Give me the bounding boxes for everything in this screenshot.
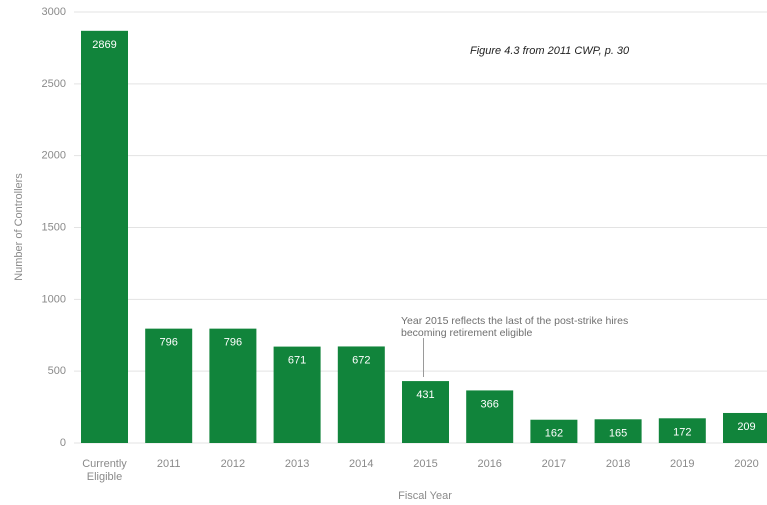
x-tick-label: 2012 [221,458,245,470]
x-tick-label: 2019 [670,458,694,470]
bar-value-label: 671 [288,355,306,367]
x-tick-label: 2020 [734,458,758,470]
bar [530,419,578,443]
x-tick-label: 2018 [606,458,630,470]
bar [466,390,514,443]
bar [594,419,642,443]
bar-value-label: 172 [673,426,691,438]
y-tick-label: 3000 [42,6,66,18]
bar-value-label: 165 [609,427,627,439]
x-tick-label: 2015 [413,458,437,470]
y-axis-title: Number of Controllers [13,173,25,281]
bar [81,30,128,443]
y-tick-label: 0 [60,437,66,449]
y-tick-label: 1500 [42,222,66,234]
bar-value-label: 209 [737,421,755,433]
bar [402,381,449,443]
x-tick-label: 2016 [477,458,501,470]
x-tick-label: 2017 [542,458,566,470]
bar-value-label: 672 [352,354,370,366]
bar-value-label: 162 [545,428,563,440]
bar [337,346,385,443]
bar [658,418,706,443]
x-tick-label: 2013 [285,458,309,470]
bar-value-label: 431 [416,389,434,401]
annotation: Year 2015 reflects the last of the post-… [401,315,628,377]
bar [723,412,767,443]
figure-caption: Figure 4.3 from 2011 CWP, p. 30 [470,45,630,57]
bars: 2869 796 796 671 672 431 366 162 165 172 209 [81,30,767,443]
bar-value-label: 2869 [92,39,116,51]
bar-value-label: 796 [160,337,178,349]
annotation-text: becoming retirement eligible [401,327,532,339]
y-tick-label: 1000 [42,293,66,305]
x-axis-title: Fiscal Year [398,490,452,502]
x-tick-label: 2014 [349,458,373,470]
bar-value-label: 796 [224,337,242,349]
x-tick-label: 2011 [157,458,181,470]
x-tick-label: Currently Eligible [82,458,127,483]
y-tick-label: 500 [48,365,66,377]
annotation-text: Year 2015 reflects the last of the post-… [401,315,628,327]
y-tick-label: 2500 [42,78,66,90]
y-tick-label: 2000 [42,150,66,162]
bar-value-label: 366 [481,398,499,410]
y-axis-ticks: 0 500 1000 1500 2000 2500 3000 [42,6,66,449]
bar [145,328,193,443]
x-axis-ticks: Currently Eligible 2011 2012 2013 2014 2015 201… [82,458,759,483]
bar [209,328,257,443]
bar [273,346,321,443]
